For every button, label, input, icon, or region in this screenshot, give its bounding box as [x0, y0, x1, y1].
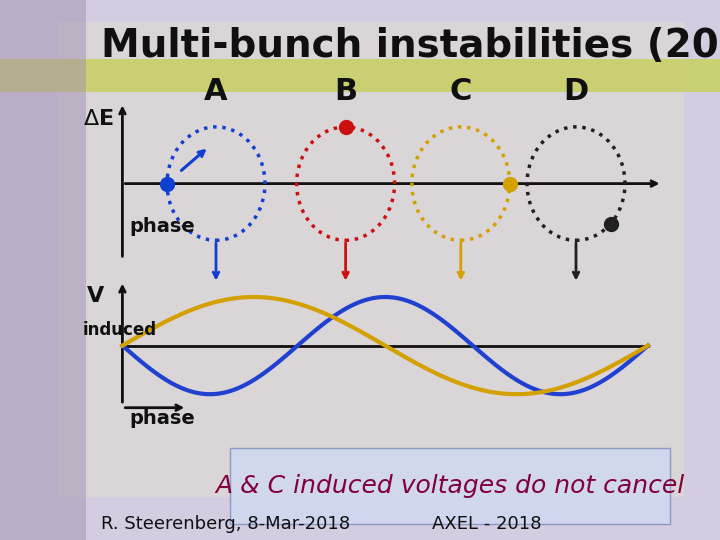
- FancyBboxPatch shape: [0, 59, 720, 92]
- Text: AXEL - 2018: AXEL - 2018: [432, 515, 541, 533]
- Point: [161, 179, 173, 188]
- Text: C: C: [449, 77, 472, 106]
- Point: [504, 179, 516, 188]
- Text: B: B: [334, 77, 357, 106]
- Text: R. Steerenberg, 8-Mar-2018: R. Steerenberg, 8-Mar-2018: [101, 515, 350, 533]
- Text: phase: phase: [130, 217, 195, 236]
- Text: D: D: [563, 77, 589, 106]
- FancyBboxPatch shape: [230, 448, 670, 524]
- Text: V: V: [86, 286, 104, 306]
- Text: A: A: [204, 77, 228, 106]
- Text: induced: induced: [83, 321, 157, 339]
- FancyBboxPatch shape: [0, 0, 86, 540]
- Point: [340, 123, 351, 131]
- Text: $\Delta$E: $\Delta$E: [83, 109, 114, 129]
- FancyBboxPatch shape: [58, 22, 684, 497]
- Text: phase: phase: [130, 409, 195, 428]
- Text: Multi-bunch instabilities (20): Multi-bunch instabilities (20): [101, 27, 720, 65]
- Text: A & C induced voltages do not cancel: A & C induced voltages do not cancel: [215, 474, 685, 498]
- Point: [605, 219, 616, 228]
